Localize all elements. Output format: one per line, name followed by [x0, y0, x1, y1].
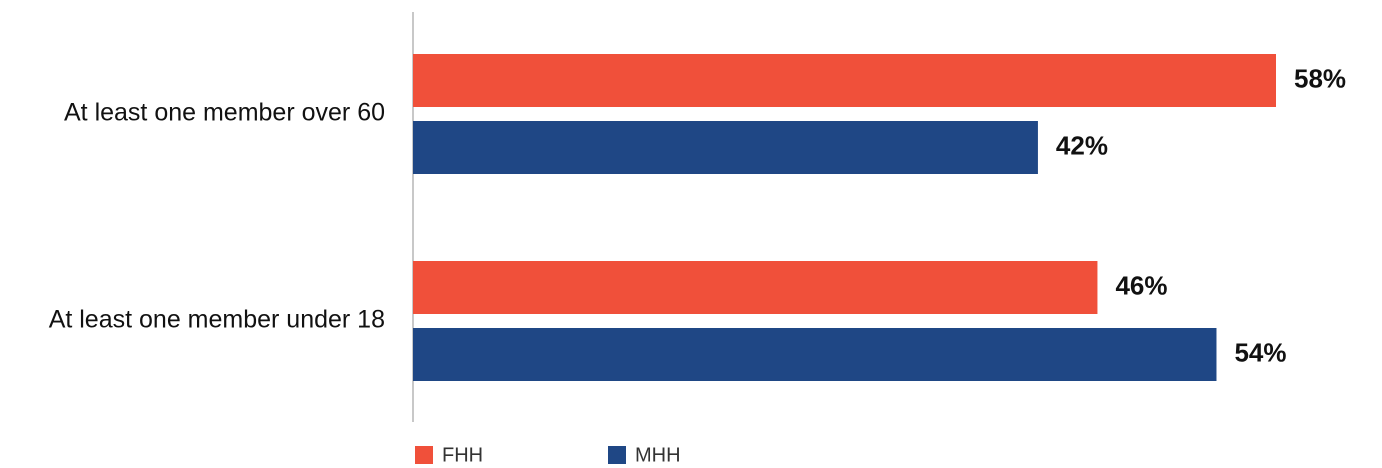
legend-label: MHH	[635, 444, 681, 466]
bar-mhh-0	[413, 121, 1038, 174]
data-label: 46%	[1115, 270, 1167, 300]
legend-label: FHH	[442, 444, 483, 466]
bar-mhh-1	[413, 328, 1217, 381]
category-label: At least one member over 60	[64, 99, 385, 127]
bar-fhh-0	[413, 54, 1276, 107]
legend-swatch-mhh	[608, 446, 626, 464]
bars-layer	[413, 54, 1276, 381]
legend: FHH MHH	[415, 444, 681, 466]
data-label: 54%	[1234, 337, 1286, 367]
data-label: 58%	[1294, 63, 1346, 93]
labels-layer: At least one member over 60 58% 42% At leas…	[49, 63, 1346, 367]
legend-swatch-fhh	[415, 446, 433, 464]
data-label: 42%	[1056, 130, 1108, 160]
bar-fhh-1	[413, 261, 1098, 314]
category-label: At least one member under 18	[49, 306, 385, 334]
